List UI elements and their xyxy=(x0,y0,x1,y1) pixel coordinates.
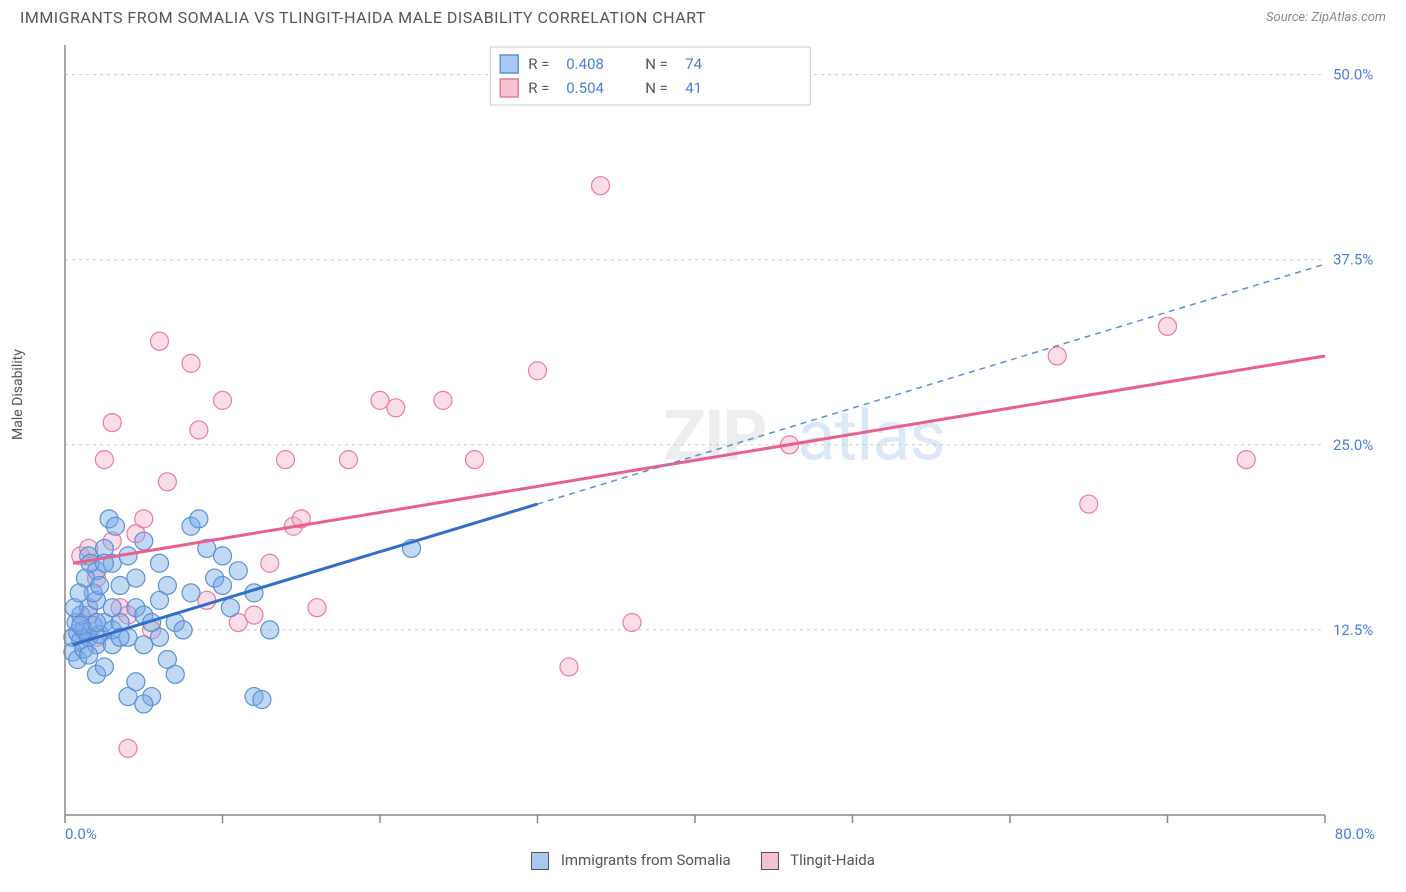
svg-text:50.0%: 50.0% xyxy=(1333,66,1373,84)
bottom-legend: Immigrants from Somalia Tlingit-Haida xyxy=(0,851,1406,870)
svg-text:N =: N = xyxy=(645,79,668,97)
y-axis-label: Male Disability xyxy=(10,349,26,440)
svg-text:0.408: 0.408 xyxy=(566,55,604,73)
svg-text:12.5%: 12.5% xyxy=(1333,621,1373,639)
legend-label-tlingit: Tlingit-Haida xyxy=(790,851,875,869)
legend-item-tlingit: Tlingit-Haida xyxy=(761,851,875,870)
svg-text:37.5%: 37.5% xyxy=(1333,251,1373,269)
swatch-blue-icon xyxy=(531,852,549,870)
svg-text:80.0%: 80.0% xyxy=(1335,825,1375,843)
svg-text:ZIP: ZIP xyxy=(664,396,766,478)
scatter-chart: 12.5% 25.0% 37.5% 50.0% ZIP atlas 0.0% 80.0% R =… xyxy=(45,35,1385,845)
svg-text:atlas: atlas xyxy=(797,396,944,478)
svg-text:74: 74 xyxy=(685,55,702,73)
svg-text:25.0%: 25.0% xyxy=(1333,436,1373,454)
legend-item-somalia: Immigrants from Somalia xyxy=(531,851,731,870)
svg-text:N =: N = xyxy=(645,55,668,73)
svg-text:R =: R = xyxy=(528,55,549,73)
svg-text:R =: R = xyxy=(528,79,549,97)
svg-text:0.0%: 0.0% xyxy=(65,825,97,843)
legend-label-somalia: Immigrants from Somalia xyxy=(561,851,731,869)
svg-text:41: 41 xyxy=(685,79,702,97)
svg-text:0.504: 0.504 xyxy=(566,79,604,97)
chart-title: IMMIGRANTS FROM SOMALIA VS TLINGIT-HAIDA… xyxy=(20,8,706,27)
source-label: Source: ZipAtlas.com xyxy=(1266,10,1386,25)
swatch-pink-icon xyxy=(761,852,779,870)
